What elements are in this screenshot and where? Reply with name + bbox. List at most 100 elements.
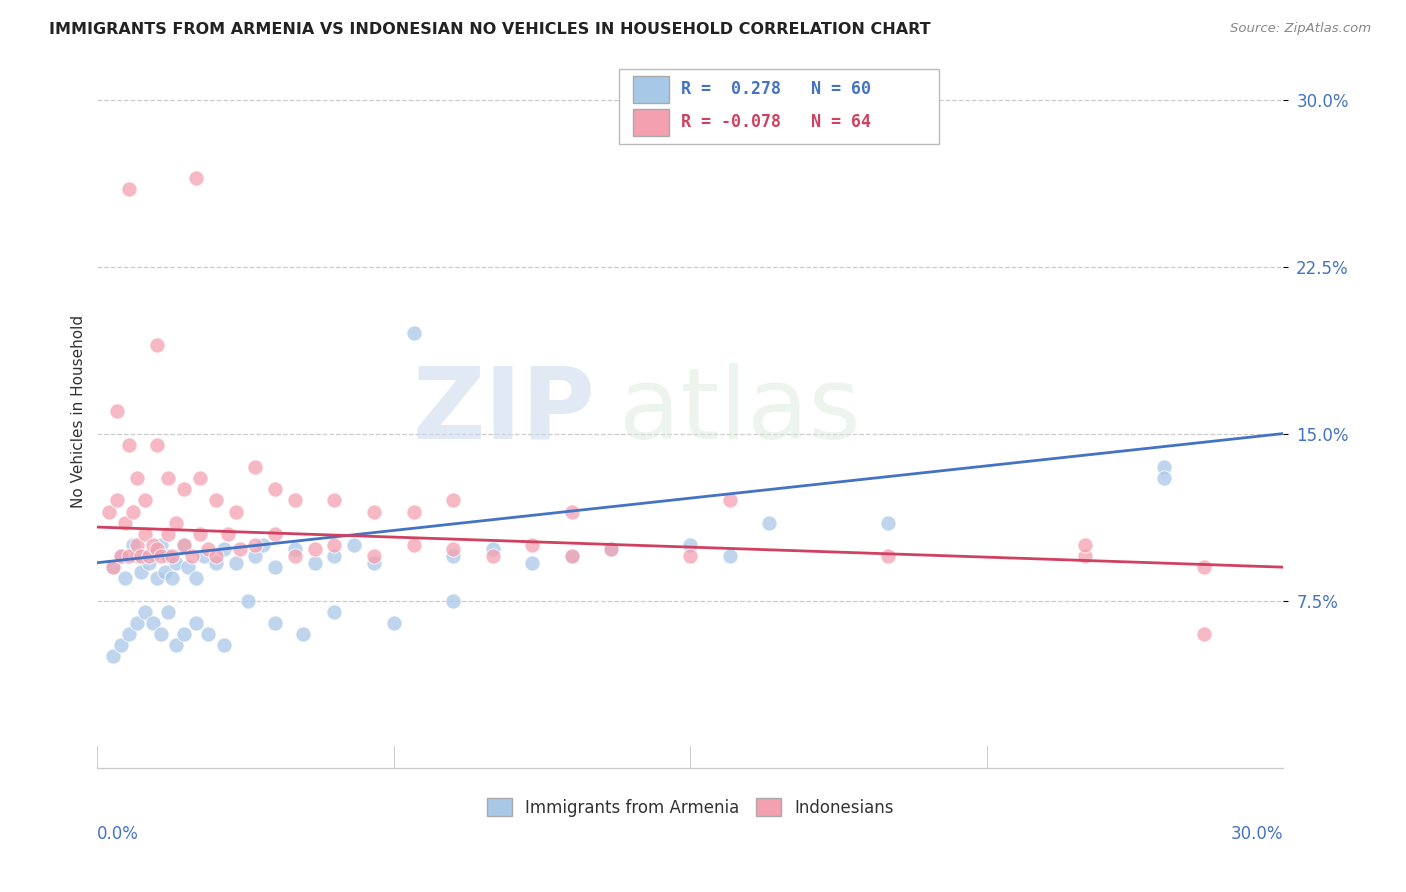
Point	[110, 549, 132, 563]
Point	[98, 504, 121, 518]
Point	[363, 504, 385, 518]
Point	[402, 504, 425, 518]
Text: R =  0.278   N = 60: R = 0.278 N = 60	[681, 80, 870, 98]
Point	[145, 438, 167, 452]
Point	[149, 549, 172, 563]
Point	[441, 493, 464, 508]
Point	[129, 565, 152, 579]
Bar	[633, 76, 669, 103]
Point	[679, 538, 702, 552]
Point	[186, 571, 208, 585]
Point	[165, 556, 187, 570]
Text: 0.0%: 0.0%	[97, 825, 139, 844]
Point	[101, 649, 124, 664]
Point	[363, 549, 385, 563]
Point	[188, 471, 211, 485]
Point	[173, 627, 195, 641]
Point	[188, 526, 211, 541]
Point	[520, 556, 543, 570]
Point	[125, 538, 148, 552]
Point	[138, 556, 160, 570]
Point	[122, 538, 145, 552]
Point	[284, 493, 307, 508]
Point	[101, 560, 124, 574]
Point	[876, 516, 898, 530]
Point	[138, 549, 160, 563]
Point	[225, 504, 247, 518]
Point	[101, 560, 124, 574]
Point	[1153, 471, 1175, 485]
Point	[193, 549, 215, 563]
Point	[323, 538, 346, 552]
Point	[561, 549, 583, 563]
Point	[105, 404, 128, 418]
Point	[118, 438, 141, 452]
Point	[245, 549, 267, 563]
Point	[520, 538, 543, 552]
Point	[173, 538, 195, 552]
Point	[162, 549, 184, 563]
Point	[149, 538, 172, 552]
Point	[228, 542, 250, 557]
Point	[205, 493, 228, 508]
Point	[153, 565, 176, 579]
Point	[481, 549, 503, 563]
Point	[186, 615, 208, 630]
Legend: Immigrants from Armenia, Indonesians: Immigrants from Armenia, Indonesians	[479, 792, 900, 823]
Point	[157, 526, 180, 541]
Text: atlas: atlas	[619, 363, 860, 460]
Point	[264, 560, 287, 574]
Text: Source: ZipAtlas.com: Source: ZipAtlas.com	[1230, 22, 1371, 36]
Point	[758, 516, 780, 530]
Point	[441, 593, 464, 607]
Text: 30.0%: 30.0%	[1230, 825, 1284, 844]
Point	[157, 471, 180, 485]
Point	[217, 526, 239, 541]
Point	[125, 471, 148, 485]
Point	[134, 605, 156, 619]
Point	[105, 493, 128, 508]
Point	[129, 549, 152, 563]
Point	[114, 571, 136, 585]
Point	[125, 549, 148, 563]
Point	[441, 549, 464, 563]
Point	[718, 549, 741, 563]
Point	[225, 556, 247, 570]
Point	[118, 627, 141, 641]
Point	[157, 605, 180, 619]
Point	[118, 182, 141, 196]
Point	[134, 526, 156, 541]
Point	[1074, 549, 1097, 563]
Point	[197, 542, 219, 557]
Point	[205, 556, 228, 570]
Point	[323, 549, 346, 563]
Point	[561, 549, 583, 563]
Point	[323, 493, 346, 508]
Text: R = -0.078   N = 64: R = -0.078 N = 64	[681, 113, 870, 131]
Bar	[633, 109, 669, 136]
Point	[118, 549, 141, 563]
Point	[252, 538, 274, 552]
Point	[402, 538, 425, 552]
Point	[186, 170, 208, 185]
Point	[149, 627, 172, 641]
Point	[125, 615, 148, 630]
Point	[264, 615, 287, 630]
Point	[142, 615, 165, 630]
Point	[600, 542, 623, 557]
Point	[145, 571, 167, 585]
Point	[600, 542, 623, 557]
Point	[304, 556, 326, 570]
Point	[441, 542, 464, 557]
Point	[363, 556, 385, 570]
Y-axis label: No Vehicles in Household: No Vehicles in Household	[72, 315, 86, 508]
Point	[142, 538, 165, 552]
Point	[197, 627, 219, 641]
Point	[245, 460, 267, 475]
Point	[245, 538, 267, 552]
Text: IMMIGRANTS FROM ARMENIA VS INDONESIAN NO VEHICLES IN HOUSEHOLD CORRELATION CHART: IMMIGRANTS FROM ARMENIA VS INDONESIAN NO…	[49, 22, 931, 37]
Point	[561, 504, 583, 518]
Point	[142, 547, 165, 561]
FancyBboxPatch shape	[619, 70, 939, 145]
Point	[382, 615, 405, 630]
